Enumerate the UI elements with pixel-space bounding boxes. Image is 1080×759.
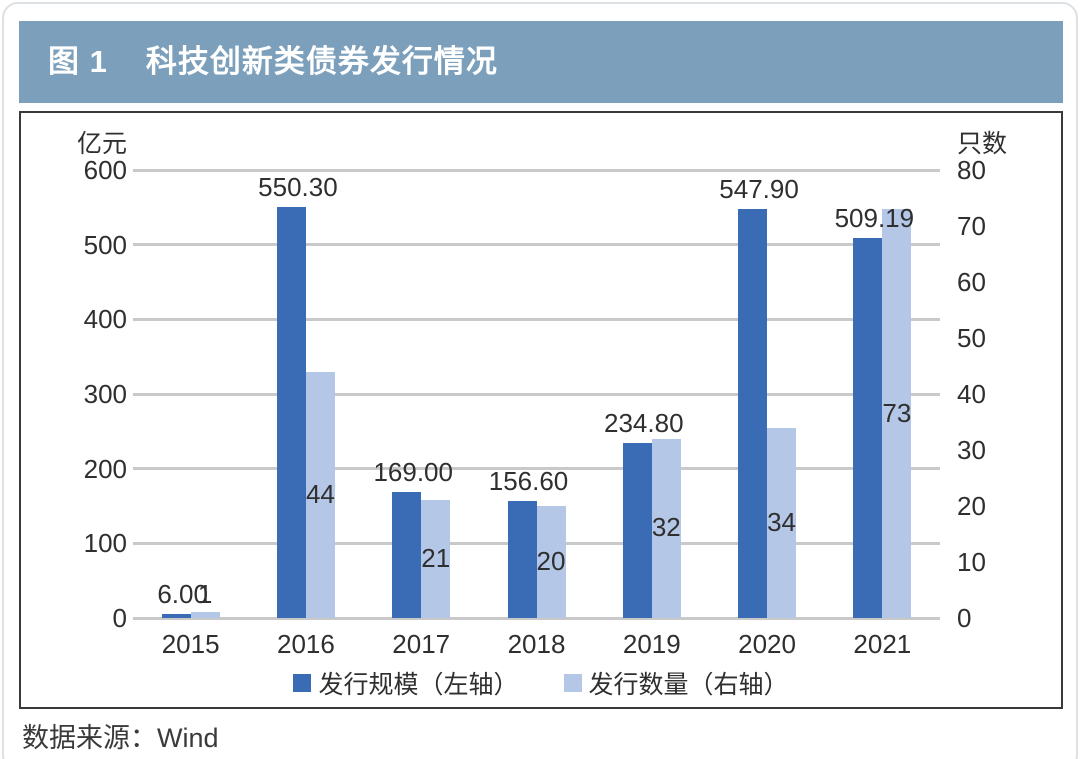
bar-scale-2020 <box>738 208 768 618</box>
right-axis-tick-10: 10 <box>957 547 986 577</box>
data-source-note: 数据来源：Wind <box>22 723 219 753</box>
right-axis-tick-30: 30 <box>957 435 986 465</box>
bar-count-2020 <box>767 427 797 618</box>
bar-count-2016 <box>305 371 335 618</box>
value-label-count-2020: 34 <box>767 506 797 537</box>
bar-scale-2016 <box>276 207 306 618</box>
figure-title: 科技创新类债券发行情况 <box>145 44 498 79</box>
chart-area: 亿元 只数 600 500 400 300 200 100 0 80 70 60 50 40 30 20… <box>19 111 1063 709</box>
right-axis-tick-40: 40 <box>957 379 986 409</box>
legend-swatch-secondary <box>563 674 582 692</box>
value-label-scale-2020: 547.90 <box>719 173 799 204</box>
right-axis-tick-70: 70 <box>957 211 986 241</box>
legend-item-count: 发行数量（右轴） <box>563 665 789 701</box>
value-label-count-2018: 20 <box>536 546 566 576</box>
plot-region: 6.00 1 550.30 44 169.00 21 156.60 20 234.80 32 547… <box>133 168 940 620</box>
figure-number: 图 1 <box>48 44 108 79</box>
left-axis-tick-100: 100 <box>83 528 127 559</box>
x-axis-tick-2017: 2017 <box>392 629 451 659</box>
bar-count-2017 <box>421 500 451 618</box>
bar-scale-2015 <box>161 613 191 618</box>
figure-title-bar: 图 1 科技创新类债券发行情况 <box>19 21 1063 103</box>
value-label-scale-2018: 156.60 <box>488 466 569 497</box>
left-axis-tick-0: 0 <box>112 603 127 633</box>
right-axis-tick-0: 0 <box>957 603 972 633</box>
value-label-scale-2017: 169.00 <box>373 456 453 487</box>
legend-label-scale: 发行规模（左轴） <box>318 671 519 699</box>
grid-line-400 <box>133 317 940 321</box>
value-label-scale-2016: 550.30 <box>258 172 338 203</box>
right-axis-tick-50: 50 <box>957 323 986 353</box>
bar-count-2019 <box>651 438 681 618</box>
bar-count-2021 <box>882 209 912 618</box>
legend-item-scale: 发行规模（左轴） <box>293 665 519 701</box>
value-label-count-2021: 73 <box>882 397 912 428</box>
legend-swatch-primary <box>293 674 312 692</box>
bar-count-2015 <box>190 612 220 618</box>
x-axis-tick-2021: 2021 <box>853 629 912 659</box>
value-label-scale-2021: 509.19 <box>834 202 915 233</box>
legend: 发行规模（左轴） 发行数量（右轴） <box>21 665 1061 701</box>
x-axis-tick-2018: 2018 <box>507 629 566 659</box>
value-label-count-2017: 21 <box>421 543 451 574</box>
x-axis-tick-2015: 2015 <box>161 629 220 659</box>
value-label-count-2015: 1 <box>197 579 213 610</box>
bar-scale-2017 <box>392 491 422 618</box>
left-axis-tick-500: 500 <box>83 229 127 260</box>
bar-count-2018 <box>536 506 566 618</box>
grid-line-500 <box>133 243 940 247</box>
legend-label-count: 发行数量（右轴） <box>588 671 789 699</box>
left-axis-unit-label: 亿元 <box>77 130 128 158</box>
left-axis-tick-200: 200 <box>83 453 127 484</box>
right-axis-tick-80: 80 <box>957 155 986 185</box>
x-axis-tick-2016: 2016 <box>277 629 335 659</box>
grid-line-600 <box>133 168 940 172</box>
left-axis-tick-400: 400 <box>83 304 127 335</box>
value-label-scale-2015: 6.00 <box>157 578 208 609</box>
bar-scale-2019 <box>622 442 652 618</box>
value-label-count-2016: 44 <box>305 478 335 509</box>
right-axis-tick-60: 60 <box>957 267 986 297</box>
bar-scale-2021 <box>853 237 883 618</box>
right-axis-unit-label: 只数 <box>957 130 1008 158</box>
x-axis-tick-2019: 2019 <box>622 629 681 659</box>
value-label-scale-2019: 234.80 <box>604 407 684 438</box>
left-axis-tick-300: 300 <box>83 379 127 409</box>
bar-scale-2018 <box>507 501 537 618</box>
right-axis-tick-20: 20 <box>957 491 986 521</box>
value-label-count-2019: 32 <box>651 512 681 543</box>
grid-line-300 <box>133 392 940 396</box>
left-axis-tick-600: 600 <box>83 155 127 185</box>
grid-line-200 <box>133 467 940 471</box>
grid-line-0 <box>133 616 940 620</box>
x-axis-tick-2020: 2020 <box>738 629 796 659</box>
